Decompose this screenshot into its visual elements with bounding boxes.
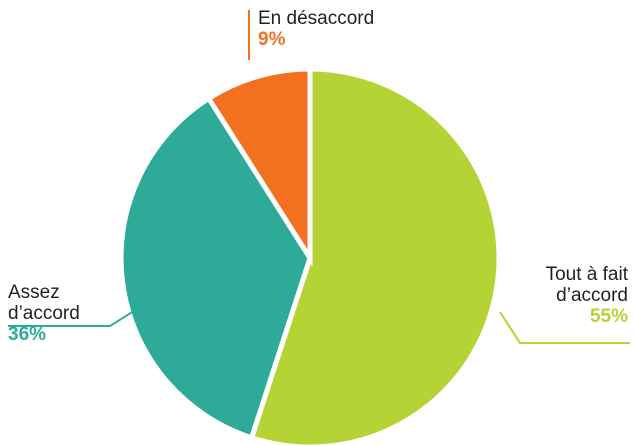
category-label: Tout à fait d’accord <box>545 264 628 306</box>
category-label: En désaccord <box>258 8 375 29</box>
leader-line <box>499 311 630 344</box>
pie-slice <box>205 66 313 267</box>
slice-label: En désaccord 9% <box>258 8 478 50</box>
leader-line <box>8 310 135 327</box>
category-label: Assez d’accord <box>8 282 80 324</box>
value-label: 9% <box>258 29 286 50</box>
value-label: 55% <box>589 306 628 327</box>
pie-slice <box>248 66 502 445</box>
pie-slice <box>118 94 313 441</box>
slice-label: Tout à fait d’accord 55% <box>508 264 628 327</box>
value-label: 36% <box>8 324 47 345</box>
slice-label: Assez d’accord 36% <box>8 282 108 345</box>
